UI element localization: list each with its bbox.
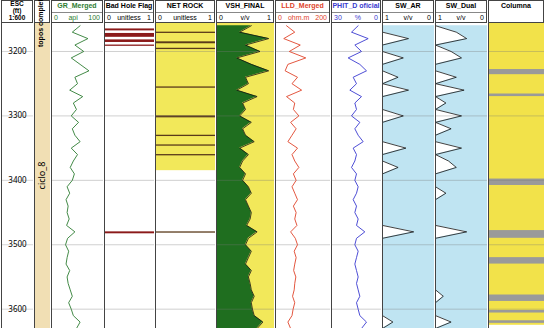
html-text:0: 0	[54, 14, 58, 21]
html-text:api: api	[68, 14, 78, 21]
html-text:0: 0	[158, 14, 162, 21]
html-text:Bad Hole Flag: Bad Hole Flag	[105, 2, 153, 9]
svg-text:3600: 3600	[8, 303, 27, 314]
html-text:Columna: Columna	[501, 2, 531, 9]
html-text:30: 30	[334, 14, 342, 21]
html-text:0: 0	[107, 14, 111, 21]
html-text:100: 100	[88, 14, 100, 21]
html-text:1: 1	[438, 14, 442, 21]
html-text:v/v: v/v	[240, 14, 250, 21]
html-text:VSH_FINAL: VSH_FINAL	[225, 2, 265, 9]
html-text:0: 0	[219, 14, 223, 21]
html-text:SW_AR: SW_AR	[395, 2, 421, 9]
html-text:v/v: v/v	[456, 14, 466, 21]
svg-text:3400: 3400	[8, 174, 27, 185]
html-text:unitless: unitless	[117, 14, 141, 21]
svg-text:3300: 3300	[8, 109, 27, 120]
svg-text:3500: 3500	[8, 238, 27, 249]
html-text:1: 1	[267, 14, 271, 21]
html-text:NET ROCK: NET ROCK	[166, 2, 204, 9]
html-text:ESC: ESC	[10, 0, 24, 7]
html-text:200: 200	[315, 14, 327, 21]
html-text:1: 1	[147, 14, 151, 21]
html-text:1:600: 1:600	[8, 13, 26, 21]
html-text:0: 0	[427, 14, 431, 21]
html-text:LLD_Merged: LLD_Merged	[281, 2, 324, 9]
html-text:ohm.m: ohm.m	[287, 14, 310, 21]
html-text:(ft): (ft)	[12, 6, 22, 14]
svg-text:3200: 3200	[8, 45, 27, 56]
html-text:1: 1	[385, 14, 389, 21]
html-text:topos complet: topos complet	[37, 0, 44, 47]
html-text:SW_Dual: SW_Dual	[445, 2, 477, 9]
html-text:unitless: unitless	[173, 14, 197, 21]
html-text:1: 1	[208, 14, 212, 21]
html-text:v/v: v/v	[403, 14, 413, 21]
html-text:PHIT_D oficial: PHIT_D oficial	[332, 2, 380, 9]
html-text:0: 0	[278, 14, 282, 21]
svg-text:ciclo_8: ciclo_8	[35, 162, 48, 190]
html-text:0: 0	[480, 14, 484, 21]
html-text:GR_Merged: GR_Merged	[57, 2, 97, 9]
html-text:0: 0	[374, 14, 378, 21]
